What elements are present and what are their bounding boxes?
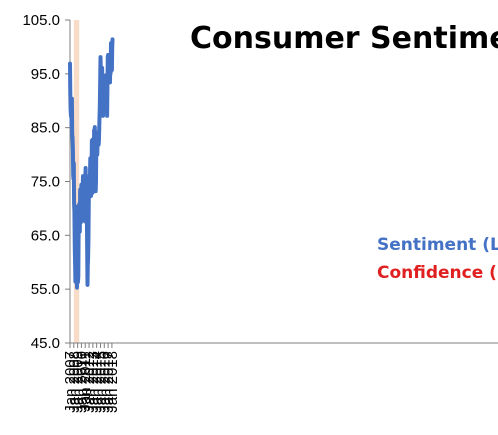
x-tick-label: Jan 2009 xyxy=(70,351,87,413)
x-tick-label: Jan 2010 xyxy=(73,351,90,413)
y-tick-label: 55.0 xyxy=(31,281,60,298)
x-tick-label: Jan 2018 xyxy=(104,351,121,413)
x-tick-label: Jan 2008 xyxy=(66,351,83,413)
series-line-sentiment xyxy=(68,37,115,290)
x-tick-label: Jan 2013 xyxy=(85,351,102,413)
y-tick-label: 45.0 xyxy=(31,335,60,352)
x-tick-label: Jan 2011 xyxy=(77,351,94,412)
y-axis: 45.0 55.0 65.0 75.0 85.0 95.0 105.0 xyxy=(22,12,71,352)
y-tick-label: 75.0 xyxy=(31,174,60,191)
x-tick-label: Jan 2016 xyxy=(96,351,113,413)
y-tick-label: 65.0 xyxy=(31,227,60,244)
y-tick-label: 95.0 xyxy=(31,66,60,83)
x-tick-label: Jan 2007 xyxy=(62,351,79,413)
chart-title: Consumer Sentimen xyxy=(190,21,498,56)
x-tick-label: Jan 2012 xyxy=(81,351,98,413)
y-tick-label: 85.0 xyxy=(31,120,60,137)
series-layer xyxy=(68,37,115,290)
y-tick-label: 105.0 xyxy=(22,12,60,29)
legend-entry-confidence: Confidence ( xyxy=(377,263,497,283)
x-tick-label: Jan 2015 xyxy=(92,351,109,413)
recession-band xyxy=(73,20,80,343)
legend-entry-sentiment: Sentiment (L xyxy=(377,235,498,255)
x-tick-label: Jan 2017 xyxy=(100,351,117,413)
x-tick-label: Jan 2014 xyxy=(89,351,106,413)
